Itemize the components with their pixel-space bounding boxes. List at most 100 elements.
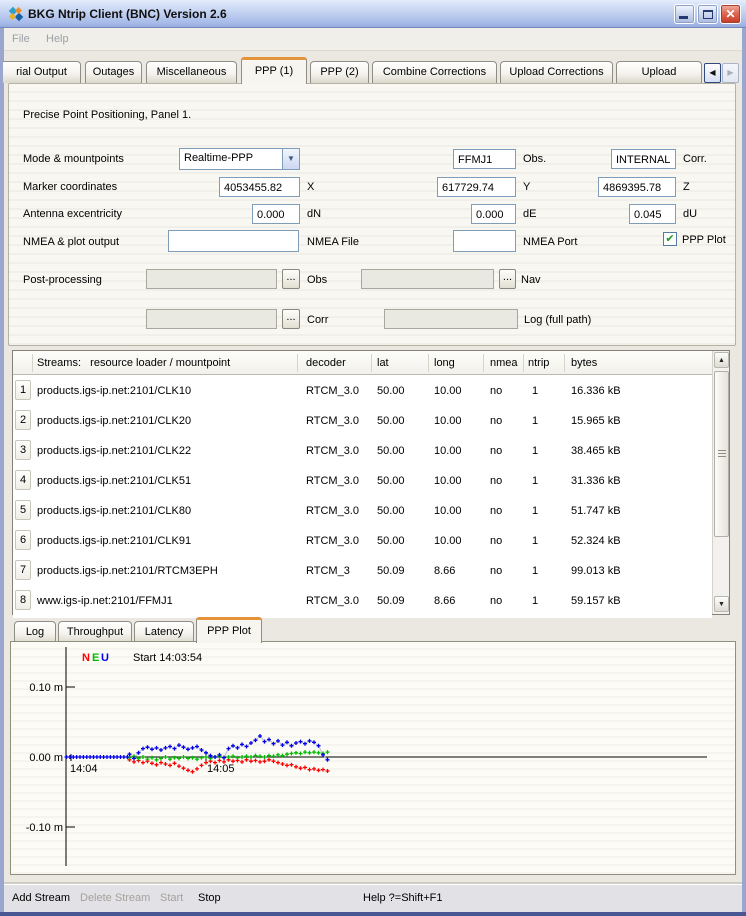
cell-mountpoint: www.igs-ip.net:2101/FFMJ1 (37, 595, 173, 607)
tab-latency[interactable]: Latency (134, 621, 194, 643)
table-row[interactable]: 7 products.igs-ip.net:2101/RTCM3EPH RTCM_3… (13, 558, 712, 588)
browse-obs-button[interactable]: ... (282, 269, 300, 289)
streams-table-header: Streams: resource loader / mountpoint de… (13, 351, 712, 375)
cell-ntrip: 1 (532, 445, 539, 457)
cell-nmea: no (490, 475, 503, 487)
mode-combobox[interactable]: Realtime-PPP ▼ (179, 148, 300, 170)
window-border-bottom (0, 912, 746, 916)
table-row[interactable]: 3 products.igs-ip.net:2101/CLK22 RTCM_3.0 5… (13, 438, 712, 468)
table-row[interactable]: 5 products.igs-ip.net:2101/CLK80 RTCM_3.0 5… (13, 498, 712, 528)
obs-mountpoint-field[interactable] (453, 149, 516, 169)
antenna-de-field[interactable] (471, 204, 516, 224)
cell-bytes: 99.013 kB (571, 565, 621, 577)
antenna-du-field[interactable] (629, 204, 676, 224)
cell-mountpoint: products.igs-ip.net:2101/CLK20 (37, 415, 192, 427)
col-nmea: nmea (490, 357, 518, 369)
minimize-button[interactable] (674, 4, 695, 24)
tab-miscellaneous[interactable]: Miscellaneous (146, 61, 237, 83)
antenna-dn-field[interactable] (252, 204, 300, 224)
cell-lat: 50.00 (377, 445, 405, 457)
post-corr-label: Corr (307, 314, 329, 326)
tab-ppp-2[interactable]: PPP (2) (310, 61, 369, 83)
ppp-plot-checkbox[interactable]: ✔ (663, 232, 677, 246)
tab-throughput[interactable]: Throughput (58, 621, 132, 643)
table-row[interactable]: 2 products.igs-ip.net:2101/CLK20 RTCM_3.0 5… (13, 408, 712, 438)
legend-u: U (101, 652, 109, 664)
mode-combobox-value: Realtime-PPP (184, 152, 254, 164)
table-scrollbar[interactable]: ▲ ▼ (712, 351, 729, 614)
post-log-field[interactable] (384, 309, 518, 329)
tab-combine-corrections[interactable]: Combine Corrections (372, 61, 497, 83)
table-row[interactable]: 6 products.igs-ip.net:2101/CLK91 RTCM_3.0 5… (13, 528, 712, 558)
nmea-port-field[interactable] (453, 230, 516, 252)
post-corr-field[interactable] (146, 309, 277, 329)
marker-x-field[interactable] (219, 177, 300, 197)
title-bar: BKG Ntrip Client (BNC) Version 2.6 ✕ (0, 0, 746, 28)
tab-upload-ephemeris[interactable]: Upload Ephemeris (616, 61, 702, 98)
maximize-button[interactable] (697, 4, 718, 24)
corr-label: Corr. (683, 153, 707, 165)
cell-nmea: no (490, 505, 503, 517)
y-label: Y (523, 181, 531, 193)
cell-bytes: 52.324 kB (571, 535, 621, 547)
scroll-up-icon[interactable]: ▲ (714, 352, 729, 368)
browse-corr-button[interactable]: ... (282, 309, 300, 329)
ppp-panel: Precise Point Positioning, Panel 1. Mode… (8, 83, 736, 346)
cell-bytes: 59.157 kB (571, 595, 621, 607)
tab-ppp-1[interactable]: PPP (1) (241, 57, 307, 84)
delete-stream-button[interactable]: Delete Stream (80, 892, 151, 904)
tab-outages[interactable]: Outages (85, 61, 142, 83)
corr-mountpoint-field[interactable] (611, 149, 676, 169)
tab-log[interactable]: Log (14, 621, 56, 643)
cell-ntrip: 1 (532, 595, 539, 607)
scrollbar-thumb[interactable] (714, 371, 729, 537)
tab-scroll-right-icon[interactable]: ▶ (722, 63, 739, 83)
close-button[interactable]: ✕ (720, 4, 741, 24)
cell-bytes: 51.747 kB (571, 505, 621, 517)
stop-button[interactable]: Stop (198, 892, 221, 904)
help-shortcut-label: Help ?=Shift+F1 (363, 892, 443, 904)
menu-file[interactable]: File (12, 33, 30, 45)
marker-y-field[interactable] (437, 177, 516, 197)
panel-title: Precise Point Positioning, Panel 1. (23, 109, 192, 121)
start-button[interactable]: Start (160, 892, 184, 904)
tab-scroll-left-icon[interactable]: ◀ (704, 63, 721, 83)
cell-ntrip: 1 (532, 475, 539, 487)
table-row[interactable]: 4 products.igs-ip.net:2101/CLK51 RTCM_3.0 5… (13, 468, 712, 498)
cell-long: 10.00 (434, 535, 462, 547)
marker-z-field[interactable] (598, 177, 676, 197)
scroll-down-icon[interactable]: ▼ (714, 596, 729, 612)
tab-upload-corrections[interactable]: Upload Corrections (500, 61, 613, 83)
x-tick-label-1404: 14:04 (70, 763, 98, 775)
legend-n: N (82, 652, 90, 664)
cell-long: 10.00 (434, 385, 462, 397)
cell-decoder: RTCM_3.0 (306, 415, 359, 427)
col-decoder: decoder (306, 357, 346, 369)
series-u-markers (64, 734, 330, 762)
streams-table: Streams: resource loader / mountpoint de… (12, 350, 730, 618)
cell-decoder: RTCM_3.0 (306, 595, 359, 607)
x-label: X (307, 181, 315, 193)
chevron-down-icon[interactable]: ▼ (282, 149, 299, 169)
row-number: 2 (15, 410, 31, 430)
tab-ppp-plot[interactable]: PPP Plot (196, 617, 262, 643)
table-row[interactable]: 8 www.igs-ip.net:2101/FFMJ1 RTCM_3.0 50.09 8… (13, 588, 712, 618)
nmea-plot-output-label: NMEA & plot output (23, 236, 119, 248)
post-obs-field[interactable] (146, 269, 277, 289)
browse-nav-button[interactable]: ... (499, 269, 516, 289)
cell-lat: 50.00 (377, 505, 405, 517)
cell-long: 10.00 (434, 505, 462, 517)
cell-lat: 50.00 (377, 415, 405, 427)
minimize-icon (679, 16, 688, 19)
menu-help[interactable]: Help (46, 33, 69, 45)
tab-serial-output[interactable]: rial Output (3, 61, 81, 83)
cell-ntrip: 1 (532, 505, 539, 517)
nmea-file-field[interactable] (168, 230, 299, 252)
bnc-app-icon (8, 6, 24, 22)
post-nav-field[interactable] (361, 269, 494, 289)
bottom-toolbar: Add Stream Delete Stream Start Stop Help… (4, 884, 742, 912)
cell-mountpoint: products.igs-ip.net:2101/CLK22 (37, 445, 192, 457)
table-row[interactable]: 1 products.igs-ip.net:2101/CLK10 RTCM_3.0 5… (13, 378, 712, 408)
add-stream-button[interactable]: Add Stream (12, 892, 71, 904)
cell-long: 8.66 (434, 595, 456, 607)
